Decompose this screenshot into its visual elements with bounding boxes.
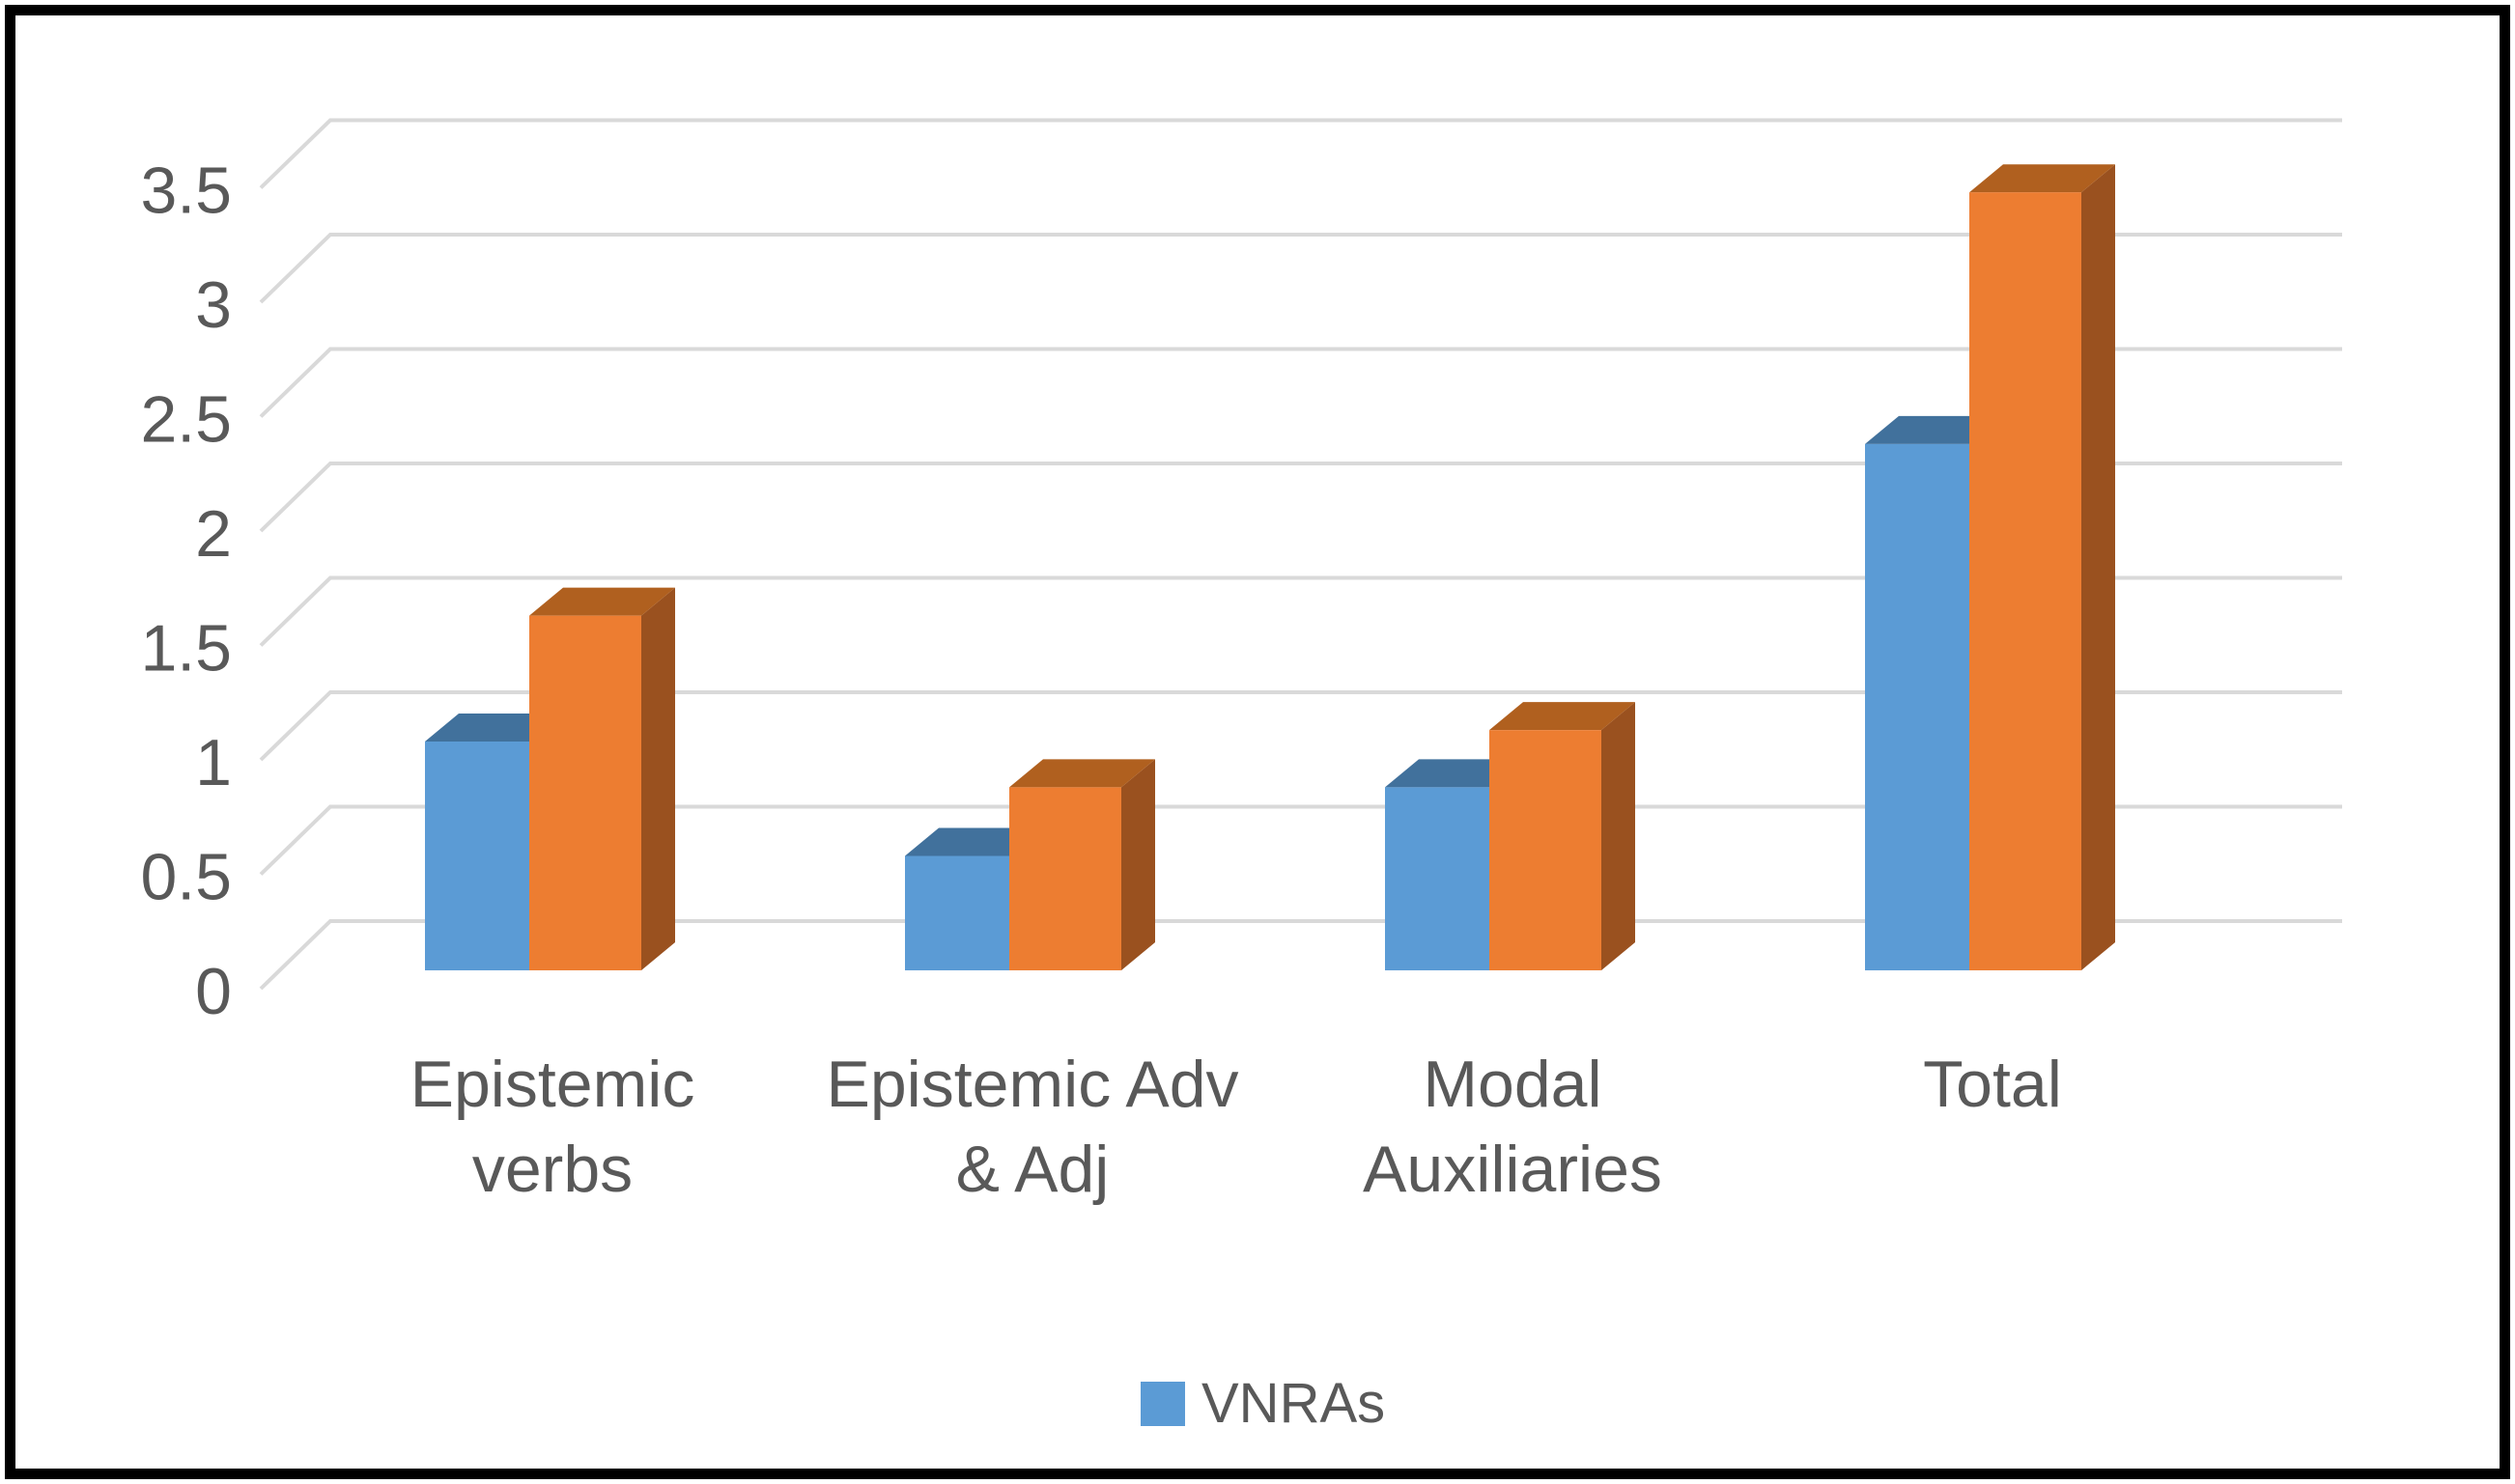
- bar-series2-group3-side-face: [1601, 702, 1635, 970]
- category-label-3-line-2: Auxiliaries: [1363, 1133, 1662, 1206]
- bar-series2-group3-top-face: [1489, 702, 1635, 731]
- bar-series2-group1-top-face: [529, 587, 675, 616]
- category-label-2-line-2: & Adj: [956, 1133, 1110, 1206]
- y-tick-label-0.5: 0.5: [140, 840, 232, 913]
- gridline-1: [259, 690, 2342, 762]
- bar-series1-group3-top-face: [1385, 759, 1523, 788]
- bar-series1-group1-top-face: [425, 714, 563, 742]
- gridline-0: [259, 919, 2342, 991]
- y-tick-label-2: 2: [195, 497, 232, 571]
- gridline-3.5: [259, 118, 2342, 189]
- y-tick-label-1.5: 1.5: [140, 611, 232, 685]
- bar-series1-group3-front-face: [1385, 787, 1489, 970]
- category-label-3-line-1: Modal: [1423, 1048, 1601, 1121]
- bar-series1-group2-front-face: [905, 855, 1009, 970]
- y-tick-label-1: 1: [195, 726, 232, 799]
- category-label-1-line-2: verbs: [472, 1133, 633, 1206]
- gridline-0.5: [259, 804, 2342, 876]
- bar-series2-group4-top-face: [1969, 164, 2115, 193]
- category-label-4-line-1: Total: [1923, 1048, 2062, 1121]
- bar-series2-group3-front-face: [1489, 730, 1601, 970]
- bar-series2-group4-front-face: [1969, 192, 2081, 970]
- legend: VNRAs: [1141, 1376, 1385, 1432]
- gridline-1.5: [259, 575, 2342, 647]
- bar-series1-group1-front-face: [425, 742, 529, 970]
- y-tick-label-3.5: 3.5: [140, 154, 232, 227]
- gridline-2.5: [259, 347, 2342, 418]
- y-tick-label-3: 3: [195, 268, 232, 342]
- legend-label-vnras: VNRAs: [1201, 1372, 1386, 1435]
- bar-series1-group4-front-face: [1865, 443, 1969, 970]
- bar-series2-group4-side-face: [2081, 164, 2115, 970]
- legend-swatch-vnras: [1141, 1382, 1185, 1426]
- gridline-2: [259, 462, 2342, 533]
- y-tick-label-0: 0: [195, 955, 232, 1028]
- gridline-3: [259, 233, 2342, 304]
- bar-series2-group1-front-face: [529, 615, 641, 970]
- category-label-2-line-1: Epistemic Adv: [826, 1048, 1238, 1121]
- bar-series2-group2-side-face: [1121, 759, 1155, 970]
- category-label-1-line-1: Epistemic: [410, 1048, 695, 1121]
- bar-series1-group4-top-face: [1865, 415, 2003, 444]
- bar-series2-group1-side-face: [641, 587, 675, 970]
- y-tick-label-2.5: 2.5: [140, 382, 232, 456]
- bar-series2-group2-top-face: [1009, 759, 1155, 788]
- bar-series1-group2-top-face: [905, 827, 1043, 856]
- bar-series2-group2-front-face: [1009, 787, 1121, 970]
